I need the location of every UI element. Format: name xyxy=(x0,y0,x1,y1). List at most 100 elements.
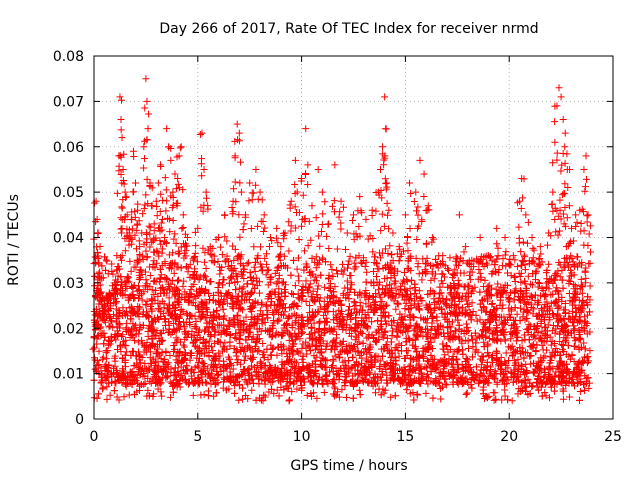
data-point xyxy=(322,318,330,326)
data-point xyxy=(343,394,351,402)
data-point xyxy=(251,268,259,276)
data-point xyxy=(556,338,564,346)
data-point xyxy=(387,293,395,301)
data-point xyxy=(127,315,135,323)
data-point xyxy=(286,396,294,404)
data-point xyxy=(295,277,303,285)
data-point xyxy=(269,378,277,386)
data-point xyxy=(220,312,228,320)
data-point xyxy=(331,383,339,391)
data-point xyxy=(350,326,358,334)
data-point xyxy=(378,285,386,293)
data-point xyxy=(180,343,188,351)
data-point xyxy=(558,266,566,274)
data-point xyxy=(201,378,209,386)
data-point xyxy=(571,325,579,333)
data-point xyxy=(100,340,108,348)
data-point xyxy=(524,272,532,280)
data-point xyxy=(98,262,106,270)
data-point xyxy=(385,312,393,320)
data-point xyxy=(290,363,298,371)
data-point xyxy=(131,337,139,345)
data-point xyxy=(167,393,175,401)
data-point xyxy=(581,345,589,353)
data-point xyxy=(472,311,480,319)
data-point xyxy=(236,335,244,343)
data-point xyxy=(338,341,346,349)
data-point xyxy=(242,336,250,344)
data-point xyxy=(326,280,334,288)
data-point xyxy=(437,289,445,297)
data-point xyxy=(154,299,162,307)
data-point xyxy=(273,386,281,394)
data-point xyxy=(349,372,357,380)
data-point xyxy=(424,344,432,352)
data-point xyxy=(418,276,426,284)
data-point xyxy=(183,310,191,318)
data-point xyxy=(219,276,227,284)
data-point xyxy=(200,345,208,353)
data-point xyxy=(376,293,384,301)
data-point xyxy=(501,392,509,400)
data-point xyxy=(528,383,536,391)
data-point xyxy=(383,334,391,342)
data-point xyxy=(220,295,228,303)
data-point xyxy=(506,295,514,303)
data-point xyxy=(556,330,564,338)
data-point xyxy=(190,293,198,301)
data-point xyxy=(262,271,270,279)
data-point xyxy=(585,357,593,365)
data-point xyxy=(576,388,584,396)
data-point xyxy=(554,302,562,310)
data-point xyxy=(217,292,225,300)
data-point xyxy=(257,327,265,335)
data-point xyxy=(259,339,267,347)
data-point xyxy=(497,354,505,362)
data-point xyxy=(95,331,103,339)
data-point xyxy=(328,362,336,370)
data-point xyxy=(294,272,302,280)
data-point xyxy=(256,358,264,366)
data-point xyxy=(585,384,593,392)
data-point xyxy=(237,360,245,368)
data-point xyxy=(376,302,384,310)
data-point xyxy=(344,264,352,272)
data-point xyxy=(506,261,514,269)
data-point xyxy=(371,389,379,397)
data-point xyxy=(502,349,510,357)
data-point xyxy=(336,339,344,347)
data-point xyxy=(443,381,451,389)
data-point xyxy=(356,386,364,394)
data-point xyxy=(103,257,111,265)
data-point xyxy=(291,329,299,337)
data-point xyxy=(115,396,123,404)
data-point xyxy=(547,341,555,349)
data-point xyxy=(310,312,318,320)
data-point xyxy=(239,395,247,403)
data-point xyxy=(248,355,256,363)
data-point xyxy=(102,256,110,264)
data-point xyxy=(284,353,292,361)
data-point xyxy=(243,260,251,268)
data-point xyxy=(219,315,227,323)
data-point xyxy=(287,271,295,279)
data-point xyxy=(195,364,203,372)
data-point xyxy=(346,252,354,260)
data-point xyxy=(177,264,185,272)
data-point xyxy=(231,333,239,341)
data-point xyxy=(551,352,559,360)
data-point xyxy=(403,386,411,394)
data-point xyxy=(221,257,229,265)
data-point xyxy=(576,335,584,343)
data-point xyxy=(580,339,588,347)
data-point xyxy=(226,338,234,346)
data-point xyxy=(173,375,181,383)
data-point xyxy=(317,271,325,279)
data-point xyxy=(204,392,212,400)
data-point xyxy=(488,300,496,308)
data-point xyxy=(404,347,412,355)
data-point xyxy=(485,334,493,342)
data-point xyxy=(249,375,257,383)
data-point xyxy=(301,378,309,386)
